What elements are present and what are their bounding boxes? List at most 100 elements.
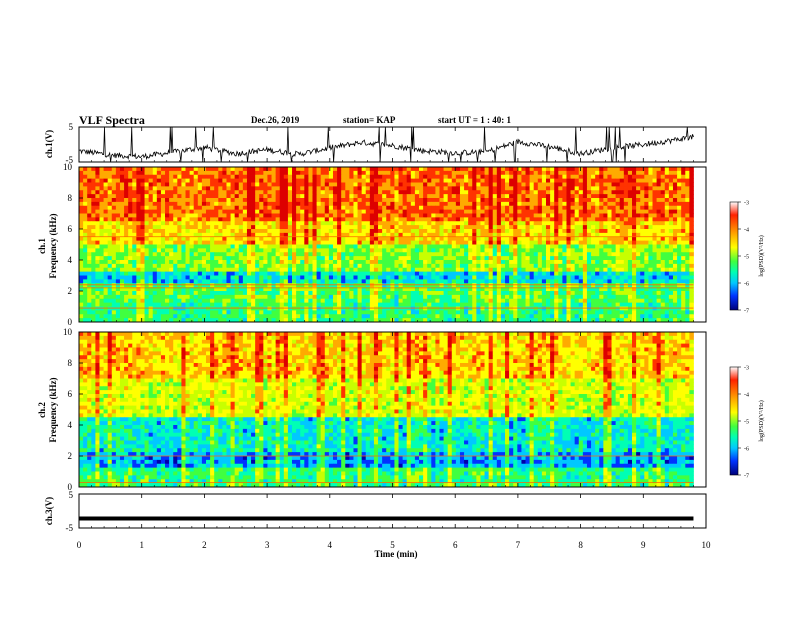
- spectrogram-cell: [550, 198, 555, 203]
- spectrogram-cell: [169, 178, 174, 183]
- spectrogram-cell: [435, 229, 440, 234]
- spectrogram-cell: [361, 190, 367, 195]
- spectrogram-cell: [259, 291, 264, 296]
- spectrogram-cell: [345, 267, 350, 273]
- spectrogram-cell: [107, 190, 113, 195]
- spectrogram-cell: [410, 252, 416, 257]
- spectrogram-cell: [525, 190, 531, 195]
- spectrogram-cell: [545, 252, 551, 257]
- spectrogram-cell: [144, 209, 150, 214]
- spectrogram-cell: [509, 170, 514, 176]
- spectrogram-cell: [484, 279, 490, 284]
- spectrogram-cell: [132, 201, 137, 207]
- spectrogram-cell: [414, 252, 420, 257]
- spectrogram-cell: [435, 217, 440, 222]
- spectrogram-cell: [431, 167, 436, 172]
- spectrogram-cell: [320, 252, 326, 257]
- spectrogram-cell: [431, 225, 436, 230]
- spectrogram-cell: [353, 256, 358, 261]
- spectrogram-cell: [218, 225, 223, 230]
- spectrogram-cell: [210, 170, 215, 176]
- spectrogram-cell: [312, 167, 317, 172]
- spectrogram-cell: [251, 244, 256, 249]
- spectrogram-cell: [566, 190, 571, 195]
- spectrogram-cell: [378, 194, 383, 199]
- spectrogram-cell: [550, 271, 555, 276]
- spectrogram-cell: [459, 209, 465, 214]
- spectrogram-cell: [484, 275, 490, 280]
- spectrogram-cell: [378, 271, 383, 276]
- spectrogram-cell: [156, 221, 162, 226]
- spectrogram-cell: [222, 236, 227, 242]
- spectrogram-cell: [148, 256, 154, 261]
- spectrogram-cell: [136, 244, 141, 249]
- spectrogram-cell: [525, 240, 531, 245]
- spectrogram-cell: [341, 201, 346, 207]
- spectrogram-cell: [394, 190, 399, 195]
- spectrogram-cell: [136, 275, 141, 280]
- spectrogram-cell: [185, 217, 191, 222]
- spectrogram-cell: [521, 167, 526, 172]
- spectrogram-cell: [316, 229, 322, 234]
- spectrogram-cell: [369, 287, 375, 292]
- spectrogram-cell: [242, 236, 248, 242]
- spectrogram-cell: [627, 279, 633, 284]
- spectrogram-cell: [689, 256, 694, 261]
- spectrogram-cell: [242, 229, 248, 234]
- spectrogram-cell: [304, 225, 309, 230]
- spectrogram-cell: [578, 244, 584, 249]
- spectrogram-cell: [677, 263, 682, 269]
- spectrogram-cell: [271, 236, 277, 242]
- spectrogram-cell: [394, 205, 399, 211]
- spectrogram-cell: [656, 263, 662, 269]
- spectrogram-cell: [525, 194, 531, 199]
- spectrogram-cell: [373, 225, 379, 230]
- spectrogram-cell: [660, 252, 666, 257]
- spectrogram-cell: [156, 244, 162, 249]
- spectrogram-cell: [365, 182, 371, 187]
- spectrogram-cell: [320, 190, 326, 195]
- spectrogram-cell: [414, 240, 420, 245]
- spectrogram-cell: [144, 174, 150, 180]
- spectrogram-cell: [537, 194, 543, 199]
- spectrogram-cell: [685, 186, 690, 191]
- spectrogram-cell: [218, 244, 223, 249]
- spectrogram-cell: [447, 244, 453, 249]
- spectrogram-cell: [144, 190, 150, 195]
- spectrogram-cell: [283, 252, 289, 257]
- spectrogram-cell: [398, 178, 404, 183]
- spectrogram-cell: [201, 267, 207, 273]
- spectrogram-cell: [128, 248, 133, 253]
- spectrogram-cell: [337, 271, 342, 276]
- spectrogram-cell: [668, 263, 674, 269]
- spectrogram-cell: [287, 205, 293, 211]
- spectrogram-cell: [115, 170, 121, 176]
- spectrogram-cell: [668, 287, 674, 292]
- spectrogram-cell: [660, 209, 666, 214]
- spectrogram-cell: [435, 232, 440, 238]
- spectrogram-cell: [79, 291, 84, 296]
- spectrogram-cell: [476, 263, 481, 269]
- spectrogram-cell: [251, 240, 256, 245]
- spectrogram-cell: [87, 232, 92, 238]
- spectrogram-cell: [554, 291, 559, 296]
- spectrogram-cell: [218, 190, 223, 195]
- spectrogram-cell: [505, 252, 510, 257]
- spectrogram-cell: [623, 213, 629, 218]
- spectrogram-cell: [115, 252, 121, 257]
- spectrogram-cell: [365, 170, 371, 176]
- spectrogram-cell: [525, 260, 531, 265]
- spectrogram-cell: [357, 186, 363, 191]
- spectrogram-cell: [165, 236, 170, 242]
- spectrogram-cell: [144, 275, 150, 280]
- spectrogram-cell: [230, 167, 236, 172]
- spectrogram-cell: [165, 190, 170, 195]
- spectrogram-cell: [373, 186, 379, 191]
- spectrogram-cell: [87, 229, 92, 234]
- spectrogram-cell: [83, 167, 88, 172]
- spectrogram-cell: [410, 190, 416, 195]
- spectrogram-cell: [578, 232, 584, 238]
- spectrogram-cell: [509, 263, 514, 269]
- spectrogram-cell: [419, 263, 424, 269]
- spectrogram-cell: [99, 167, 104, 172]
